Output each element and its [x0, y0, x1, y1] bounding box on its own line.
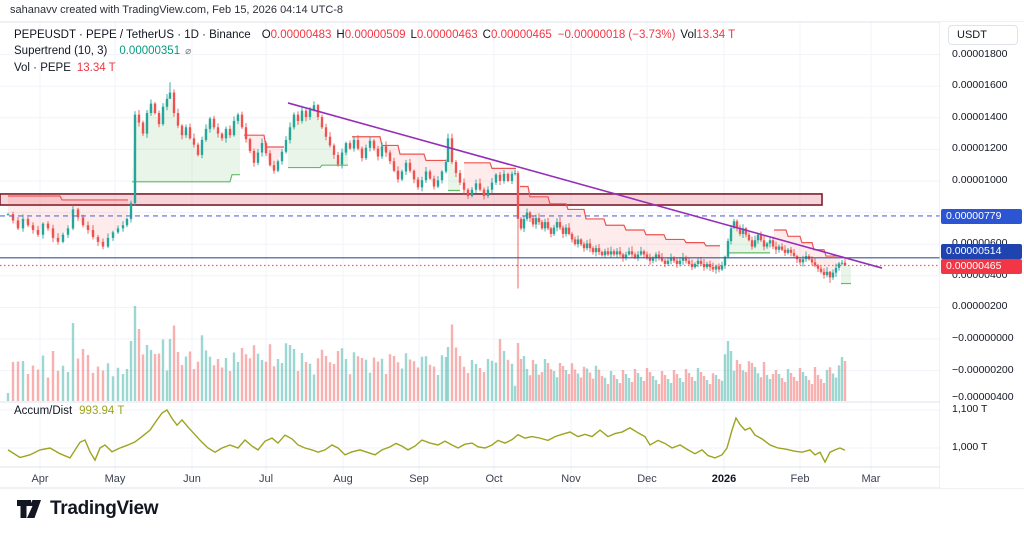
price-axis-label: 0.00001000: [952, 174, 1008, 186]
time-axis-label: Jul: [258, 473, 274, 485]
currency-toggle-button[interactable]: USDT: [948, 25, 1018, 45]
price-axis-label: −0.00000000: [952, 332, 1014, 344]
attribution-text: sahanavv created with TradingView.com, F…: [10, 4, 344, 16]
price-axis-label: −0.00000400: [952, 391, 1014, 403]
time-axis-label: Nov: [561, 473, 581, 485]
time-axis-label: Jun: [183, 473, 201, 485]
open-value: 0.00000483: [270, 29, 332, 41]
time-axis-label: Sep: [409, 473, 429, 485]
price-line-badge: 0.00000465: [941, 258, 1022, 274]
volume-title: Vol · PEPE: [14, 62, 71, 74]
low-value: 0.00000463: [416, 29, 478, 41]
open-label: O: [261, 29, 271, 41]
tradingview-wordmark: TradingView: [50, 497, 159, 519]
time-axis-label: Feb: [790, 473, 810, 485]
empty-circle-icon: ⌀: [185, 46, 192, 57]
time-axis-label: Aug: [333, 473, 353, 485]
supertrend-legend-row[interactable]: Supertrend (10, 3) 0.00000351 ⌀: [14, 43, 735, 60]
chart-legend: PEPEUSDT · PEPE / TetherUS · 1D · Binanc…: [14, 27, 735, 76]
time-axis-label: Mar: [861, 473, 881, 485]
close-value: 0.00000465: [490, 29, 552, 41]
time-scale[interactable]: Apr May Jun Jul Aug Sep Oct Nov Dec 2026 Feb Mar: [0, 467, 940, 488]
price-scale[interactable]: USDT 0.00001800 0.00001600 0.00001400 0.000…: [940, 22, 1024, 488]
high-value: 0.00000509: [344, 29, 406, 41]
accum-dist-title: Accum/Dist: [14, 405, 73, 417]
price-axis-label: 0.00000200: [952, 300, 1008, 312]
time-axis-label: May: [104, 473, 126, 485]
price-line-badge: 0.00000514: [941, 243, 1022, 259]
time-axis-label: Oct: [485, 473, 503, 485]
tradingview-logo[interactable]: TradingView: [16, 497, 159, 520]
time-axis-label: 2026: [711, 473, 737, 485]
vol-label: Vol: [680, 29, 697, 41]
accum-axis-label: 1,100 T: [952, 403, 988, 415]
price-axis-label: 0.00001200: [952, 142, 1008, 154]
time-axis-label: Dec: [637, 473, 657, 485]
price-axis-label: 0.00001400: [952, 111, 1008, 123]
accum-dist-legend[interactable]: Accum/Dist 993.94 T: [14, 405, 124, 417]
time-axis-label: Apr: [31, 473, 49, 485]
close-label: C: [482, 29, 491, 41]
change-value: −0.00000018 (−3.73%): [557, 29, 676, 41]
price-axis-label: 0.00001800: [952, 48, 1008, 60]
price-axis-label: 0.00001600: [952, 79, 1008, 91]
supertrend-value: 0.00000351: [119, 45, 181, 57]
price-axis-label: −0.00000200: [952, 364, 1014, 376]
volume-legend-row[interactable]: Vol · PEPE 13.34 T: [14, 60, 735, 76]
accum-dist-value: 993.94 T: [79, 405, 125, 417]
volume-value: 13.34 T: [76, 62, 116, 74]
high-label: H: [336, 29, 345, 41]
supertrend-title: Supertrend (10, 3): [14, 45, 108, 57]
symbol-title: PEPEUSDT · PEPE / TetherUS · 1D · Binanc…: [14, 29, 251, 41]
accum-axis-label: 1,000 T: [952, 441, 988, 453]
vol-value: 13.34 T: [696, 29, 736, 41]
symbol-legend-row[interactable]: PEPEUSDT · PEPE / TetherUS · 1D · Binanc…: [14, 27, 735, 43]
low-label: L: [410, 29, 417, 41]
tradingview-logo-icon: [17, 500, 41, 518]
price-line-badge: 0.00000779: [941, 208, 1022, 224]
